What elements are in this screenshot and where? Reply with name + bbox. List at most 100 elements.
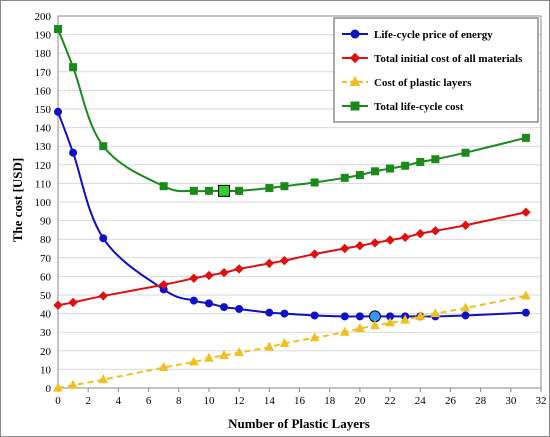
data-point: [159, 182, 168, 191]
data-point: [309, 332, 320, 342]
data-point: [370, 238, 380, 248]
x-tick-label: 4: [116, 395, 122, 407]
y-tick-label: 130: [35, 141, 52, 153]
legend-label: Life-cycle price of energy: [374, 29, 493, 41]
data-point: [400, 232, 410, 243]
data-point: [264, 258, 275, 269]
data-point: [385, 317, 395, 327]
data-point: [355, 312, 364, 321]
data-point: [219, 349, 229, 359]
series-1: [53, 207, 531, 310]
legend-marker: [349, 52, 361, 64]
x-tick-label: 20: [354, 395, 366, 407]
series-line: [57, 111, 526, 318]
x-tick-label: 18: [324, 395, 336, 407]
data-point: [53, 382, 63, 392]
data-point: [431, 155, 440, 164]
data-point: [416, 158, 425, 167]
data-point: [521, 308, 530, 317]
data-point: [339, 326, 350, 336]
legend-marker: [349, 75, 361, 86]
tick-labels: 0102030405060708090100110120130140150160…: [35, 11, 547, 407]
data-point: [310, 311, 319, 320]
data-point: [370, 320, 380, 330]
x-tick-label: 14: [264, 395, 276, 407]
x-tick-label: 28: [475, 395, 487, 407]
data-point: [355, 241, 365, 251]
x-tick-label: 26: [445, 395, 457, 407]
data-point: [68, 379, 78, 389]
legend-box: [333, 17, 539, 123]
y-tick-label: 100: [35, 197, 52, 209]
y-tick-label: 10: [40, 364, 52, 376]
legend-label: Total initial cost of all materials: [374, 53, 523, 65]
y-tick-label: 140: [35, 123, 52, 135]
data-point: [385, 235, 395, 245]
data-point: [189, 273, 199, 283]
data-point: [54, 25, 62, 34]
data-point: [234, 264, 244, 274]
highlight-point: [218, 184, 231, 197]
x-tick-label: 0: [55, 395, 61, 407]
data-point: [521, 133, 530, 142]
data-point: [189, 186, 198, 195]
y-tick-label: 40: [40, 309, 52, 321]
y-tick-label: 30: [40, 327, 52, 339]
y-tick-label: 80: [40, 234, 52, 246]
y-axis-label: The cost [USD]: [10, 158, 25, 243]
y-tick-label: 20: [40, 346, 52, 358]
data-point: [189, 356, 199, 366]
data-point: [204, 352, 214, 362]
y-tick-label: 160: [35, 85, 52, 97]
x-tick-label: 22: [385, 395, 396, 407]
data-point: [204, 299, 213, 308]
series-2: [53, 290, 531, 392]
data-point: [204, 270, 214, 281]
y-tick-label: 120: [35, 160, 52, 172]
legend-label: Cost of plastic layers: [374, 77, 472, 89]
y-tick-label: 150: [35, 104, 52, 116]
data-point: [280, 182, 289, 191]
data-point: [220, 303, 229, 312]
data-point: [279, 255, 290, 266]
series-line: [57, 211, 527, 307]
x-tick-label: 32: [536, 395, 547, 407]
plot-area-border: [57, 15, 542, 389]
series-0: [54, 107, 530, 323]
data-point: [265, 184, 274, 193]
data-point: [340, 243, 350, 254]
data-point: [415, 310, 426, 320]
data-point: [521, 290, 531, 300]
x-tick-label: 10: [203, 395, 215, 407]
y-tick-label: 0: [46, 383, 52, 395]
data-point: [340, 312, 349, 321]
data-point: [430, 308, 441, 318]
data-point: [309, 249, 320, 259]
x-tick-label: 24: [415, 395, 427, 407]
data-point: [401, 161, 410, 170]
data-point: [430, 226, 441, 236]
legend-marker: [350, 29, 360, 39]
data-point: [264, 341, 275, 351]
y-tick-label: 90: [40, 216, 52, 228]
data-point: [415, 228, 425, 239]
y-tick-label: 170: [35, 67, 52, 79]
data-point: [235, 186, 244, 195]
legend-marker: [350, 101, 360, 111]
data-point: [370, 167, 379, 176]
series-group: [53, 25, 531, 392]
data-point: [204, 186, 213, 195]
x-tick-label: 12: [234, 395, 245, 407]
y-tick-label: 180: [35, 48, 52, 60]
data-point: [219, 267, 229, 278]
data-point: [386, 164, 395, 173]
data-point: [98, 291, 108, 301]
data-point: [234, 347, 244, 357]
y-tick-label: 110: [35, 178, 52, 190]
data-point: [461, 148, 470, 157]
x-tick-label: 2: [85, 395, 91, 407]
data-point: [189, 296, 198, 305]
y-tick-label: 200: [35, 11, 52, 23]
data-point: [54, 107, 62, 116]
